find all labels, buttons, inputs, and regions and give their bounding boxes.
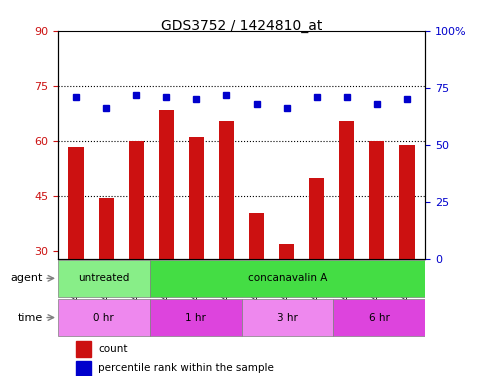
Bar [369,141,384,362]
FancyBboxPatch shape [150,260,425,297]
FancyBboxPatch shape [58,299,150,336]
Bar [249,213,264,362]
Bar [309,178,324,362]
Text: percentile rank within the sample: percentile rank within the sample [99,364,274,374]
Text: 0 hr: 0 hr [94,313,114,323]
FancyBboxPatch shape [150,299,242,336]
Bar [76,361,91,376]
Bar [279,244,294,362]
Text: untreated: untreated [78,273,129,283]
Text: 3 hr: 3 hr [277,313,298,323]
Bar [69,147,84,362]
Text: concanavalin A: concanavalin A [248,273,327,283]
Bar [339,121,355,362]
Bar [159,110,174,362]
FancyBboxPatch shape [333,299,425,336]
Text: GDS3752 / 1424810_at: GDS3752 / 1424810_at [161,19,322,33]
Bar [99,198,114,362]
Bar [219,121,234,362]
Bar [128,141,144,362]
Bar [76,341,91,357]
Bar [399,145,414,362]
FancyBboxPatch shape [242,299,333,336]
Text: time: time [17,313,43,323]
Text: 6 hr: 6 hr [369,313,390,323]
Text: count: count [99,344,128,354]
FancyBboxPatch shape [58,260,150,297]
Text: agent: agent [10,273,43,283]
Bar [189,137,204,362]
Text: 1 hr: 1 hr [185,313,206,323]
